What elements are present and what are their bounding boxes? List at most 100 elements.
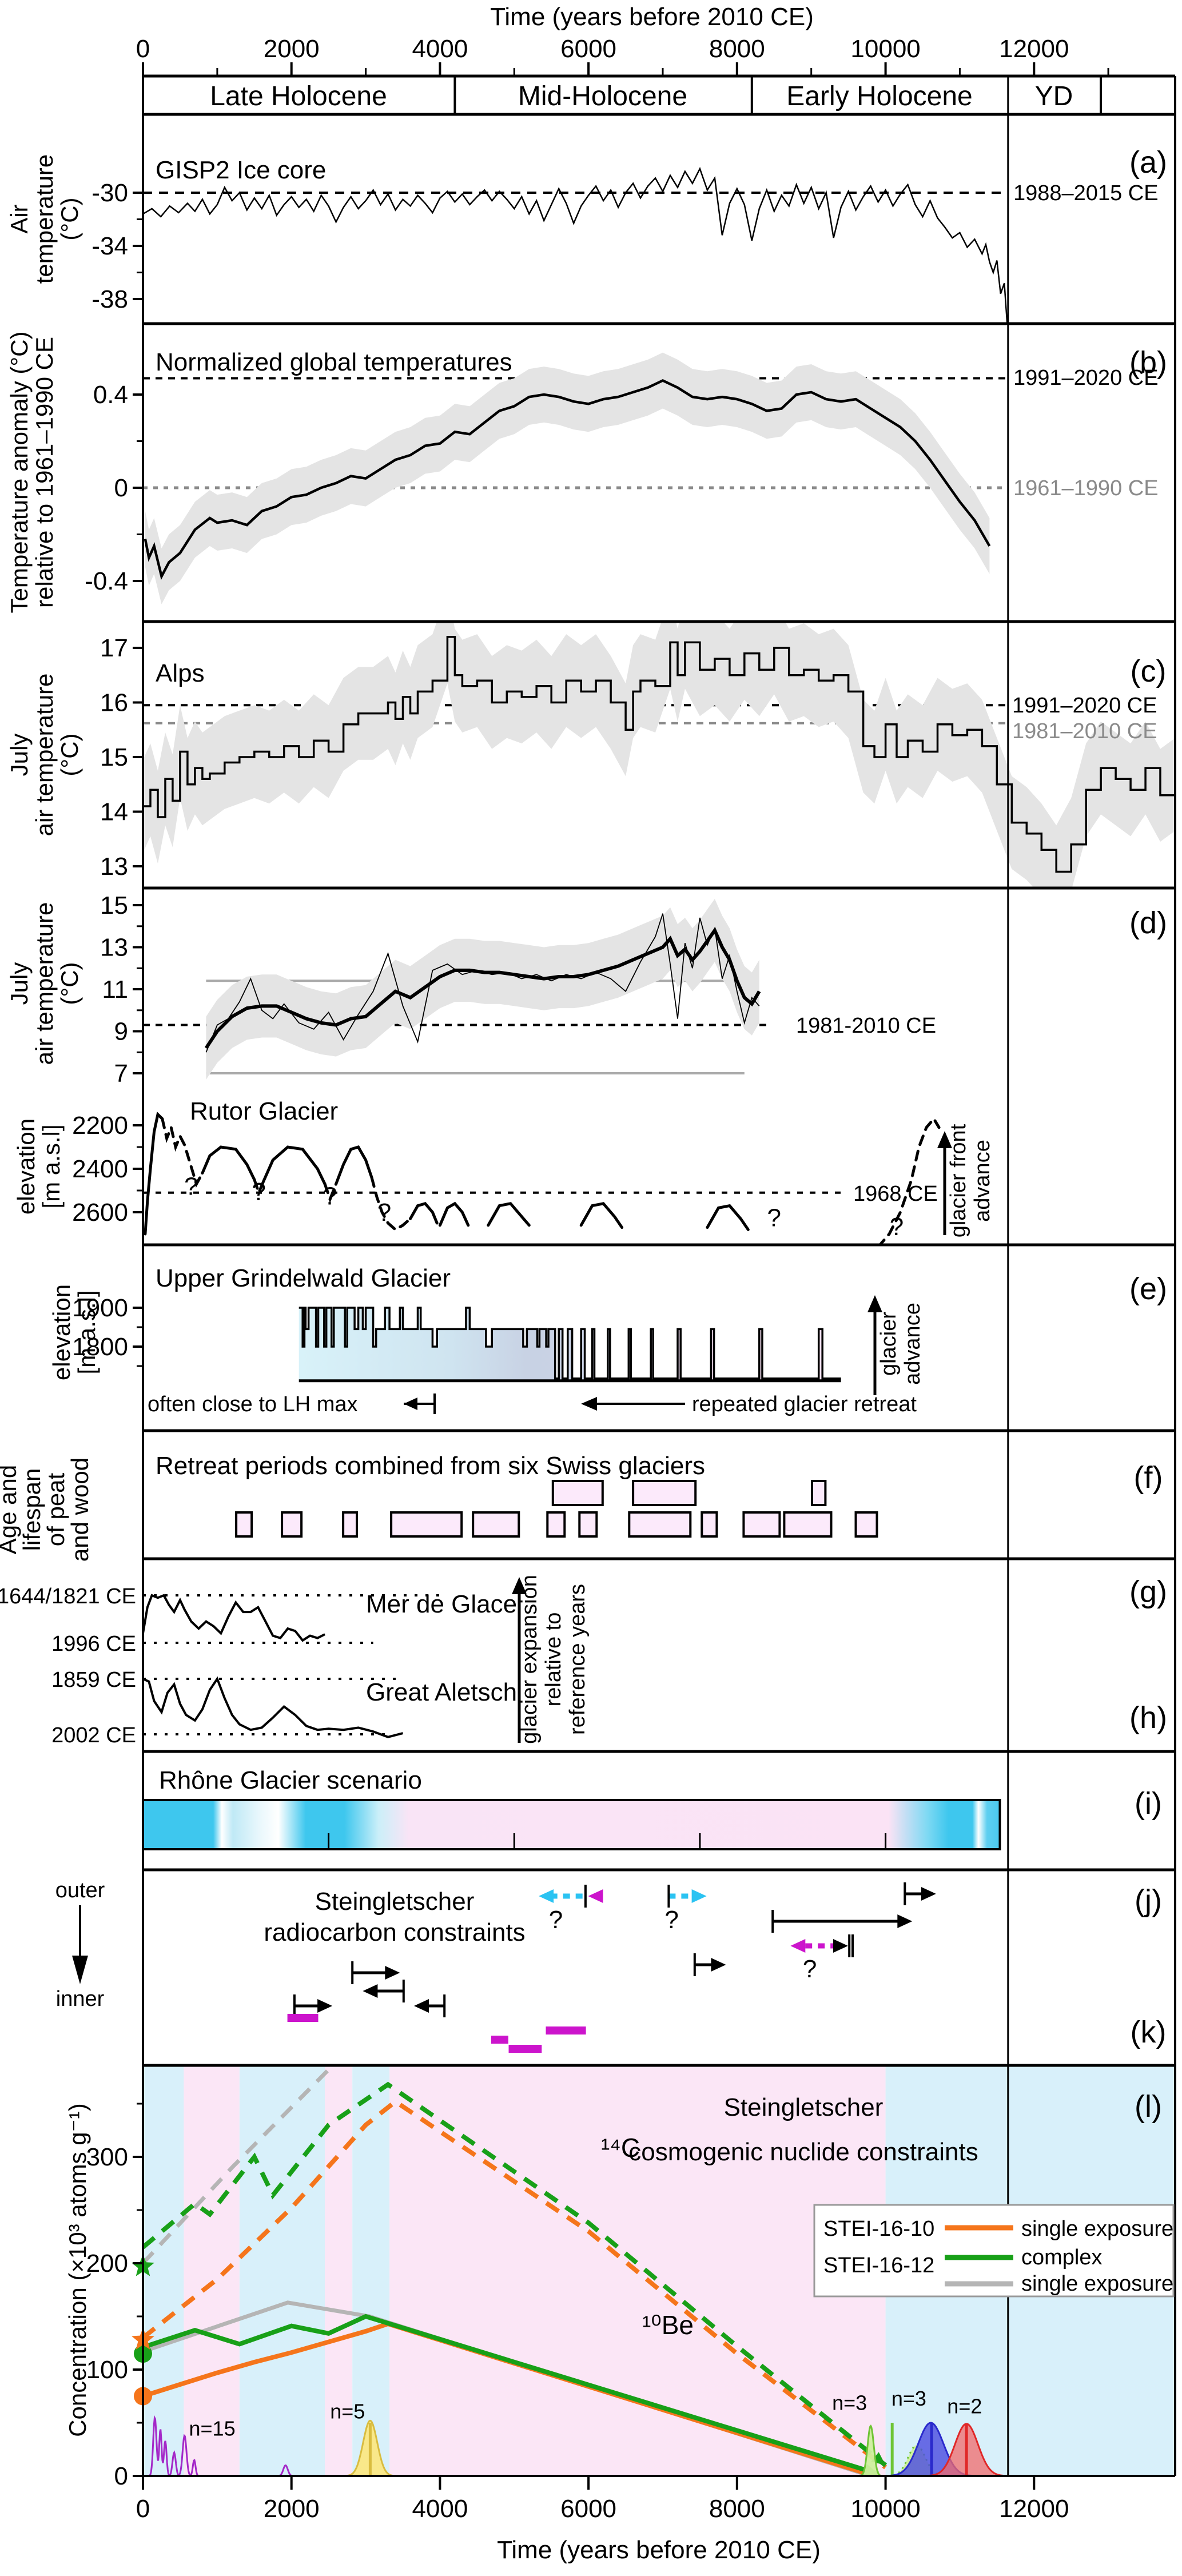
top-axis-tick-label: 10000 (850, 35, 920, 63)
rutor-ylabel-1: elevation (13, 1118, 39, 1215)
panel-letter-d: (d) (1129, 906, 1167, 940)
y-tick-label: -38 (91, 285, 128, 313)
constraint-arrowhead (711, 1958, 726, 1972)
panel-letter-c: (c) (1131, 654, 1167, 688)
top-axis-tick-label: 12000 (999, 35, 1069, 63)
bottom-axis-tick-label: 12000 (999, 2495, 1069, 2523)
top-axis-tick-label: 4000 (412, 35, 468, 63)
constraint-arrowhead (790, 1939, 806, 1953)
panel-l-title-2: cosmogenic nuclide constraints (628, 2138, 978, 2166)
legend-sample-stei-16-10: STEI-16-10 (823, 2217, 934, 2241)
y-tick-label: 15 (100, 891, 128, 919)
panel-a-series (143, 166, 1008, 324)
panel-j-outer-label: outer (55, 1878, 105, 1902)
rutor-solid-segment (487, 1202, 531, 1227)
panel-c-ylabel-1: July (6, 734, 33, 777)
panel-l-band (143, 2065, 184, 2476)
panel-f-ylabel-1: Age and (0, 1465, 21, 1554)
question-mark: ? (377, 1199, 391, 1227)
panel-g-ref-bot-label: 1996 CE (51, 1632, 136, 1656)
legend-sample-stei-16-12: STEI-16-12 (823, 2253, 934, 2278)
c14-label: ¹⁴C (601, 2133, 640, 2163)
main-line (204, 927, 761, 1049)
retreat-box (632, 1480, 697, 1506)
y-tick-label: 16 (100, 689, 128, 717)
panel-l-ylabel: Concentration (×10³ atoms g⁻¹) (64, 2103, 91, 2437)
histogram-lightgreen-1 (859, 2424, 883, 2476)
y-tick-label: -30 (91, 179, 128, 207)
panel-e-arrow-label-2: advance (901, 1303, 925, 1385)
rutor-dashed-segment (878, 1116, 941, 1245)
panel-j-title-2: radiocarbon constraints (264, 1918, 525, 1946)
panel-b-series (144, 352, 991, 604)
retreat-box (578, 1511, 598, 1538)
panel-j-title-1: Steingletscher (315, 1888, 475, 1916)
panel-d-series (204, 899, 761, 1080)
zone-early-holocene: Early Holocene (786, 81, 973, 112)
panel-a-ylabel-2: temperature (31, 154, 58, 284)
panel-d-ylabel-2: air temperature (31, 902, 58, 1065)
y-tick-label: 0 (114, 474, 128, 502)
panel-e-ylabel-2: [m a.s.l] (73, 1290, 100, 1374)
radiocarbon-sample-bar (491, 2036, 508, 2044)
constraint-arrowhead (539, 1889, 554, 1903)
panel-g-ref-top-label: 1644/1821 CE (0, 1584, 136, 1608)
rutor-ref-label: 1968 CE (853, 1182, 938, 1206)
panel-a-ref-label: 1988–2015 CE (1013, 181, 1159, 205)
lh-max-arrowhead (404, 1398, 417, 1410)
rutor-solid-segment (261, 1145, 327, 1186)
rutor-solid-segment (579, 1202, 624, 1229)
legend-box (813, 2204, 1175, 2298)
panel-c-ref2-label: 1981–2010 CE (1012, 719, 1157, 743)
question-mark: ? (184, 1173, 198, 1201)
rutor-dashed-segment (161, 1117, 204, 1188)
question-mark: ? (664, 1906, 678, 1934)
advance-arrowhead (512, 1577, 527, 1594)
panel-b-title: Normalized global temperatures (156, 348, 512, 376)
panel-f-ylabel-3: of peat (42, 1472, 69, 1546)
bottom-axis-tick-label: 4000 (412, 2495, 468, 2523)
alps-step-line (143, 636, 1175, 873)
question-mark: ? (323, 1183, 337, 1211)
grindelwald-step-line (299, 1307, 841, 1380)
grindelwald-series (299, 1307, 841, 1383)
panel-l-band (325, 2065, 353, 2476)
panel-letter-f: (f) (1134, 1460, 1163, 1495)
question-mark: ? (767, 1204, 781, 1232)
retreat-box (551, 1480, 604, 1506)
retreat-box (628, 1511, 692, 1538)
uncertainty-band (206, 899, 759, 1080)
rutor-dashed-segment (323, 1183, 338, 1204)
panel-b-ref2-label: 1961–1990 CE (1013, 476, 1159, 500)
panel-f-ylabel-4: and wood (66, 1458, 93, 1562)
bottom-axis-tick-label: 2000 (264, 2495, 320, 2523)
panel-letter-l: (l) (1135, 2089, 1162, 2124)
annual-line (205, 913, 760, 1053)
y-tick-label: -34 (91, 232, 128, 260)
panel-j-inner-label: inner (56, 1987, 105, 2011)
n-count-label: n=15 (189, 2416, 236, 2440)
panel-l-band (184, 2065, 240, 2476)
y-tick-label: 13 (100, 934, 128, 962)
y-tick-label: 100 (86, 2356, 128, 2384)
axes-frame: 0020002000400040006000600080008000100001… (72, 35, 1176, 2523)
question-mark: ? (549, 1906, 563, 1934)
panel-c-ref1-label: 1991–2020 CE (1012, 694, 1157, 718)
grindelwald-fill (299, 1308, 841, 1381)
y-tick-label: 9 (114, 1018, 128, 1046)
rutor-solid-segment (201, 1145, 256, 1181)
retreat-box (546, 1511, 566, 1538)
gh-arrow-label-1: glacier expansion (518, 1575, 542, 1744)
zone-late-holocene: Late Holocene (210, 81, 387, 112)
retreat-box (342, 1511, 359, 1538)
question-mark: ? (890, 1213, 904, 1241)
y-tick-label: 1900 (72, 1294, 128, 1322)
constraint-arrowhead (691, 1889, 707, 1903)
rutor-solid-segment (438, 1201, 470, 1227)
rutor-dashed-segment (253, 1178, 265, 1197)
panel-a-ylabel-3: (°C) (56, 197, 83, 240)
constraint-arrowhead (317, 1999, 333, 2013)
constraint-arrowhead (385, 1966, 400, 1980)
rutor-solid-segment (409, 1201, 439, 1225)
panel-g-title: Mer de Glace (366, 1590, 517, 1618)
